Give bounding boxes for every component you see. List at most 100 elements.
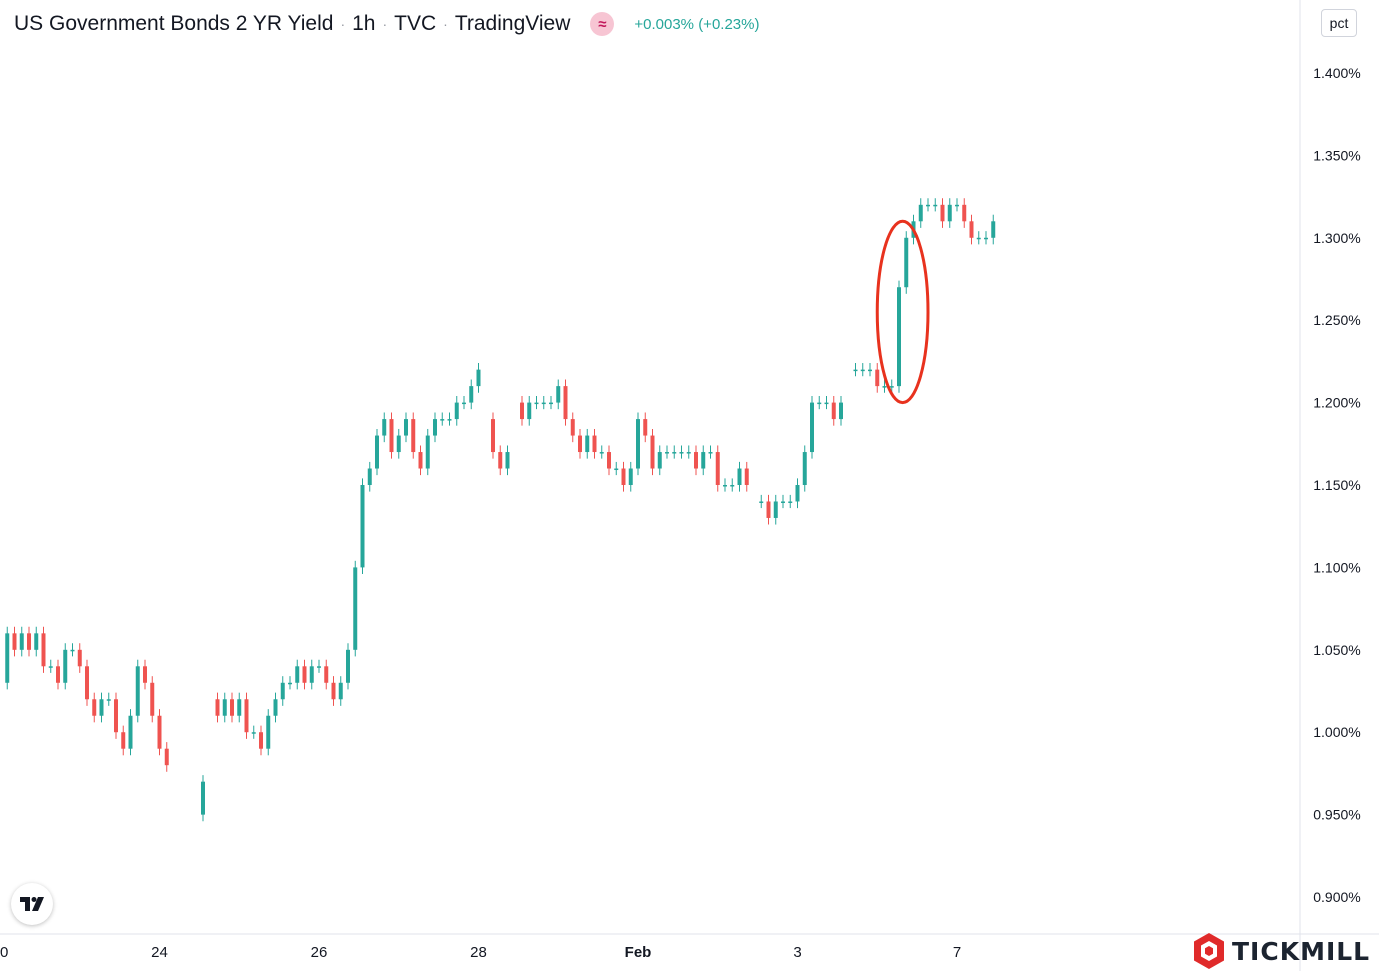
interval-label[interactable]: 1h (352, 12, 376, 35)
x-tick-label: 3 (793, 944, 801, 961)
percent-scale-button[interactable]: pct (1321, 9, 1357, 37)
wave-indicator-icon[interactable]: ≈ (590, 12, 615, 36)
candle-up (34, 633, 39, 650)
candle-down (157, 715, 162, 749)
candle-up (723, 485, 727, 487)
candle-up (636, 419, 640, 469)
candle-up (375, 435, 379, 469)
candle-up (897, 287, 901, 387)
candle-up (657, 452, 662, 469)
candle-up (918, 204, 923, 222)
candle-down (92, 699, 97, 716)
candle-up (947, 204, 952, 222)
candle-down (114, 699, 118, 733)
candle-down (259, 732, 263, 749)
y-tick-label: 1.400% (1313, 65, 1360, 81)
candle-up (63, 649, 68, 683)
candle-up (201, 781, 205, 815)
price-axis[interactable]: 1.400% 1.350% 1.300% 1.250% 1.200% 1.150% 1.10… (1313, 65, 1360, 905)
candle-up (991, 221, 996, 238)
separator-dot: · (443, 16, 448, 32)
candle-down (744, 468, 749, 485)
candle-down (694, 452, 698, 469)
candle-up (853, 369, 858, 372)
candle-down (324, 666, 329, 683)
candle-down (570, 419, 575, 436)
candle-up (309, 666, 314, 683)
candle-up (737, 468, 742, 485)
y-tick-label: 1.100% (1313, 559, 1360, 575)
candle-down (331, 682, 336, 700)
candle-down (12, 633, 17, 650)
y-tick-label: 1.050% (1313, 642, 1360, 658)
candle-up (795, 485, 800, 502)
candle-up (476, 369, 481, 387)
candle-up (338, 682, 343, 700)
candle-down (962, 204, 967, 222)
candle-down (715, 452, 720, 485)
candle-up (781, 501, 785, 503)
candle-up (679, 452, 684, 454)
candle-up (839, 402, 843, 420)
candle-up (353, 567, 358, 650)
candle-up (237, 699, 242, 716)
x-tick-label: 7 (953, 944, 961, 961)
candle-up (70, 649, 75, 652)
candle-up (360, 485, 365, 568)
candle-up (251, 732, 256, 734)
candle-up (440, 419, 445, 421)
candle-up (904, 237, 909, 288)
candle-down (150, 682, 155, 716)
candle-up (759, 501, 764, 503)
candle-up (955, 204, 959, 207)
x-tick-label: 28 (470, 944, 487, 961)
candle-up (665, 452, 669, 454)
candle-up (541, 402, 546, 405)
y-tick-label: 0.900% (1313, 889, 1360, 905)
candle-up (730, 485, 735, 487)
source-label: TradingView (454, 12, 571, 35)
candle-down (520, 402, 524, 420)
x-tick-label: 24 (151, 944, 168, 961)
candle-up (317, 666, 321, 668)
candle-up (889, 386, 894, 388)
candle-up (556, 386, 561, 403)
candle-up (5, 633, 10, 683)
candle-down (215, 699, 220, 716)
candle-up (788, 501, 793, 503)
y-tick-label: 1.200% (1313, 395, 1360, 411)
candle-down (940, 204, 945, 222)
candle-up (288, 682, 292, 685)
candle-down (969, 221, 974, 238)
candle-down (418, 452, 423, 469)
candle-up (926, 204, 930, 207)
candle-down (643, 419, 648, 436)
y-tick-label: 1.350% (1313, 147, 1360, 163)
y-tick-label: 1.300% (1313, 230, 1360, 246)
time-axis[interactable]: 20 24 26 28 Feb 3 7 (0, 944, 961, 961)
candle-down (77, 649, 82, 667)
tickmill-logo-icon (1194, 933, 1224, 969)
tickmill-brand-text: TICKMILL (1232, 936, 1371, 966)
candle-up (628, 468, 633, 485)
candle-up (802, 452, 807, 485)
candle-up (128, 715, 133, 749)
candle-down (143, 666, 147, 683)
candle-down (85, 666, 89, 700)
tradingview-logo-icon[interactable] (11, 883, 53, 925)
candle-up (614, 468, 619, 471)
candle-down (164, 748, 169, 766)
candle-down (230, 699, 234, 716)
candles-layer (5, 198, 996, 822)
candle-down (650, 435, 655, 469)
x-tick-label: 20 (0, 944, 8, 961)
candle-up (708, 452, 713, 454)
candle-down (41, 633, 46, 667)
symbol-title[interactable]: US Government Bonds 2 YR Yield (14, 12, 334, 35)
separator-dot: · (340, 16, 346, 32)
candle-down (244, 699, 249, 733)
candle-up (19, 633, 24, 650)
candle-up (868, 369, 872, 372)
candle-up (549, 402, 553, 405)
